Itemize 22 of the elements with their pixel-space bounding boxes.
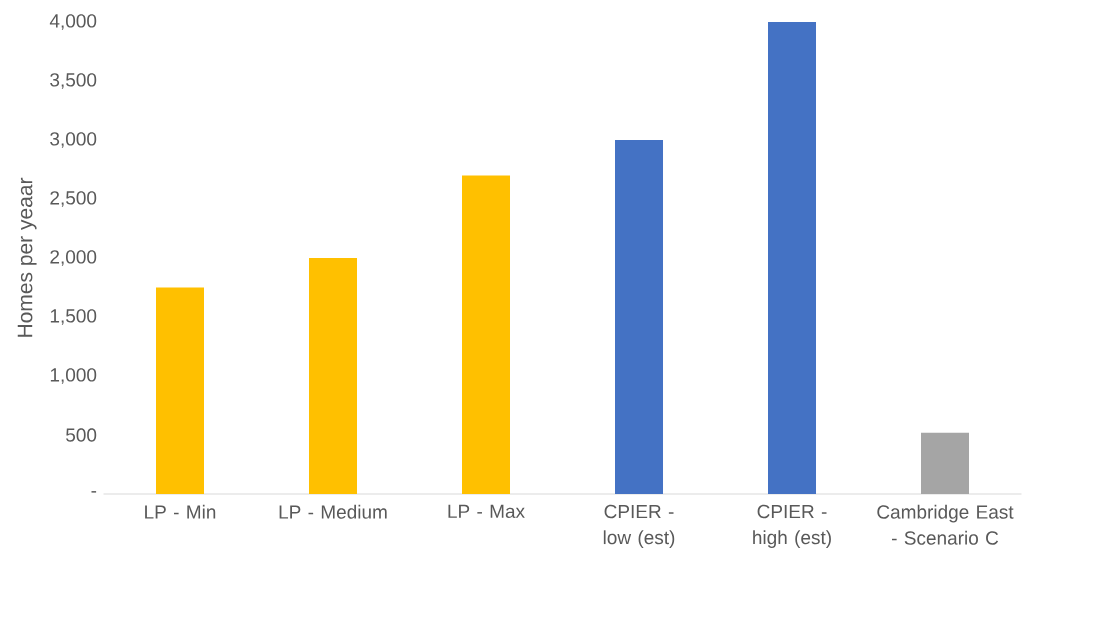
y-tick-label: 4,000 xyxy=(49,14,97,30)
y-axis-title: Homes per yeaar xyxy=(17,177,37,337)
bar xyxy=(768,22,817,494)
y-tick-label: 3,500 xyxy=(50,73,97,89)
x-tick-label: LP - Min xyxy=(145,504,216,519)
bar xyxy=(462,175,511,494)
y-tick-label: 3,000 xyxy=(50,132,97,148)
x-tick-label: Cambridge East - Scenario C xyxy=(877,504,1014,545)
bar xyxy=(921,432,970,494)
y-tick-label: 2,000 xyxy=(50,250,97,266)
y-tick-label: - xyxy=(91,491,97,493)
y-tick-label: 2,500 xyxy=(50,191,97,207)
bar xyxy=(309,258,358,494)
x-tick-label: CPIER - high (est) xyxy=(753,504,831,548)
x-tick-label: CPIER - low (est) xyxy=(603,504,675,548)
y-tick-label: 1,500 xyxy=(50,309,97,325)
y-tick-label: 500 xyxy=(66,428,97,442)
y-tick-label: 1,000 xyxy=(50,368,97,384)
x-tick-label: LP - Max xyxy=(448,504,525,519)
bar xyxy=(156,287,204,494)
bar xyxy=(615,140,664,494)
x-tick-label: LP - Medium xyxy=(279,504,387,519)
